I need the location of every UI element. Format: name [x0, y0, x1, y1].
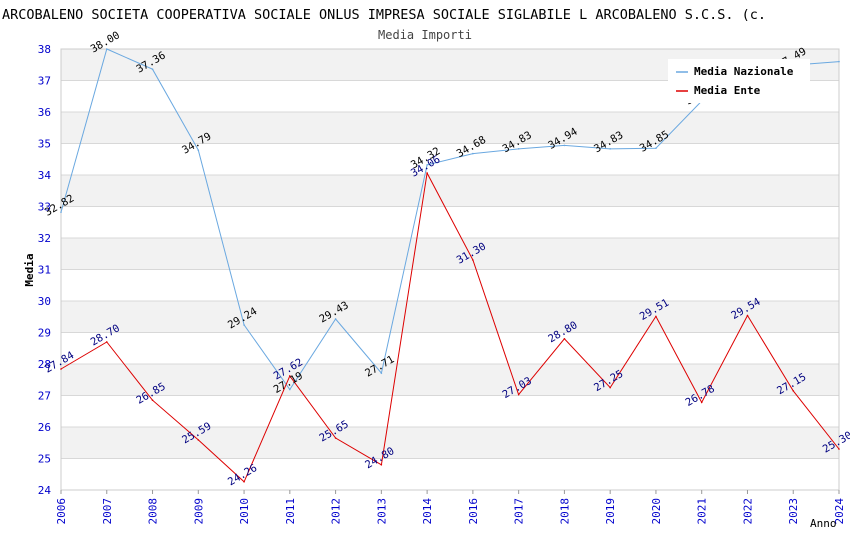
band	[61, 238, 839, 270]
grid-lines	[60, 48, 840, 491]
data-point	[655, 315, 657, 318]
x-tick-label: 2011	[284, 498, 297, 525]
x-tick-label: 2022	[741, 498, 754, 525]
x-axis-label: Anno	[810, 517, 837, 530]
data-point	[655, 147, 657, 150]
y-tick-label: 25	[38, 453, 51, 466]
band	[61, 364, 839, 396]
legend: Media Nazionale Media Ente	[668, 59, 810, 103]
y-tick-label: 28	[38, 358, 51, 371]
data-point	[563, 144, 566, 147]
x-tick-label: 2017	[513, 498, 526, 525]
y-tick-label: 36	[38, 106, 51, 119]
data-point	[105, 48, 108, 50]
y-axis-ticks: 24 25 26 27 28 29 30 31 32 33 34 35 36 37 38	[38, 43, 52, 497]
y-tick-label: 29	[38, 327, 51, 340]
data-point	[105, 341, 108, 343]
legend-box	[668, 59, 810, 103]
data-point	[151, 68, 154, 70]
background-bands	[61, 49, 839, 459]
y-tick-label: 27	[38, 390, 51, 403]
data-point	[289, 388, 291, 391]
data-point	[426, 164, 428, 166]
y-tick-label: 24	[38, 484, 52, 497]
chart-subtitle: Media Importi	[378, 28, 472, 42]
data-point	[609, 386, 611, 389]
data-label: 24.26	[226, 462, 259, 488]
data-point	[517, 393, 520, 396]
legend-label-media-ente: Media Ente	[694, 84, 761, 97]
band	[61, 112, 839, 144]
data-point	[472, 152, 474, 155]
data-point	[563, 338, 566, 340]
x-tick-label: 2014	[421, 498, 434, 525]
x-tick-label: 2016	[467, 498, 480, 525]
band	[61, 427, 839, 459]
x-tick-label: 2013	[375, 498, 388, 525]
y-tick-label: 32	[38, 232, 51, 245]
y-tick-label: 37	[38, 75, 51, 88]
y-tick-label: 31	[38, 264, 51, 277]
data-point	[334, 318, 337, 320]
data-point	[838, 60, 840, 63]
y-axis-label: Media	[23, 253, 36, 286]
data-point	[197, 149, 200, 151]
x-tick-label: 2019	[604, 498, 617, 525]
data-point	[243, 481, 245, 483]
x-tick-label: 2021	[696, 498, 709, 525]
data-point	[472, 259, 474, 261]
data-point	[60, 368, 62, 370]
band	[61, 175, 839, 207]
data-point	[609, 148, 611, 150]
data-label: 32.82	[43, 192, 76, 218]
data-point	[792, 389, 795, 392]
data-point	[289, 375, 291, 377]
data-point	[151, 399, 154, 402]
x-tick-label: 2007	[101, 498, 114, 525]
data-point	[60, 211, 62, 213]
series-line-media-ente	[60, 171, 840, 483]
x-tick-label: 2012	[330, 498, 343, 525]
x-tick-label: 2024	[833, 498, 846, 525]
data-point	[426, 172, 428, 174]
data-point	[517, 148, 520, 150]
x-tick-label: 2023	[787, 498, 800, 525]
x-tick-label: 2009	[192, 498, 205, 525]
x-tick-label: 2010	[238, 498, 251, 525]
y-tick-label: 26	[38, 421, 51, 434]
x-tick-label: 2008	[147, 498, 160, 525]
y-tick-label: 30	[38, 295, 51, 308]
data-point	[334, 437, 337, 439]
plot-frame	[60, 48, 840, 491]
y-tick-label: 34	[38, 169, 52, 182]
y-tick-label: 38	[38, 43, 51, 56]
band	[61, 301, 839, 333]
chart-title: ARCOBALENO SOCIETA COOPERATIVA SOCIALE O…	[2, 7, 766, 23]
x-tick-label: 2018	[558, 498, 571, 525]
x-tick-label: 2020	[650, 498, 663, 525]
x-axis-ticks: 2006 2007 2008 2009 2010 2011 2012 2013 2014 2016…	[55, 490, 846, 525]
y-tick-label: 33	[38, 201, 51, 214]
data-point	[746, 314, 749, 317]
data-point	[380, 464, 383, 466]
data-point	[380, 372, 383, 374]
data-point	[838, 448, 840, 450]
data-point	[243, 324, 245, 326]
data-point	[197, 439, 200, 441]
data-point	[700, 401, 703, 404]
y-tick-label: 35	[38, 138, 51, 151]
legend-label-media-nazionale: Media Nazionale	[694, 65, 794, 78]
x-tick-label: 2006	[55, 498, 68, 525]
